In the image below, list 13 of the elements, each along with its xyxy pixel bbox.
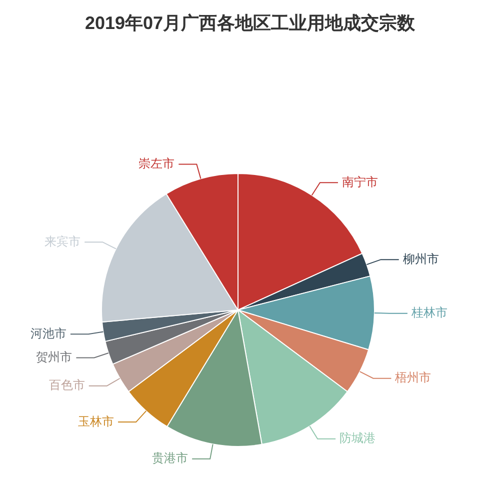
slice-label: 玉林市 — [78, 414, 114, 428]
slice-label: 贺州市 — [36, 350, 72, 364]
chart-title: 2019年07月广西各地区工业用地成交宗数 — [84, 12, 416, 33]
slice-label: 南宁市 — [342, 174, 378, 189]
slice-label: 梧州市 — [394, 370, 432, 385]
slice-label: 来宾市 — [44, 234, 81, 248]
slice-label: 防城港 — [340, 431, 376, 446]
slice-label: 柳州市 — [402, 252, 439, 266]
slice-label: 崇左市 — [138, 156, 175, 171]
slice-label: 桂林市 — [410, 306, 448, 320]
slice-label: 贵港市 — [152, 451, 188, 466]
slice-label: 河池市 — [30, 326, 66, 340]
slice-label: 百色市 — [48, 378, 85, 392]
